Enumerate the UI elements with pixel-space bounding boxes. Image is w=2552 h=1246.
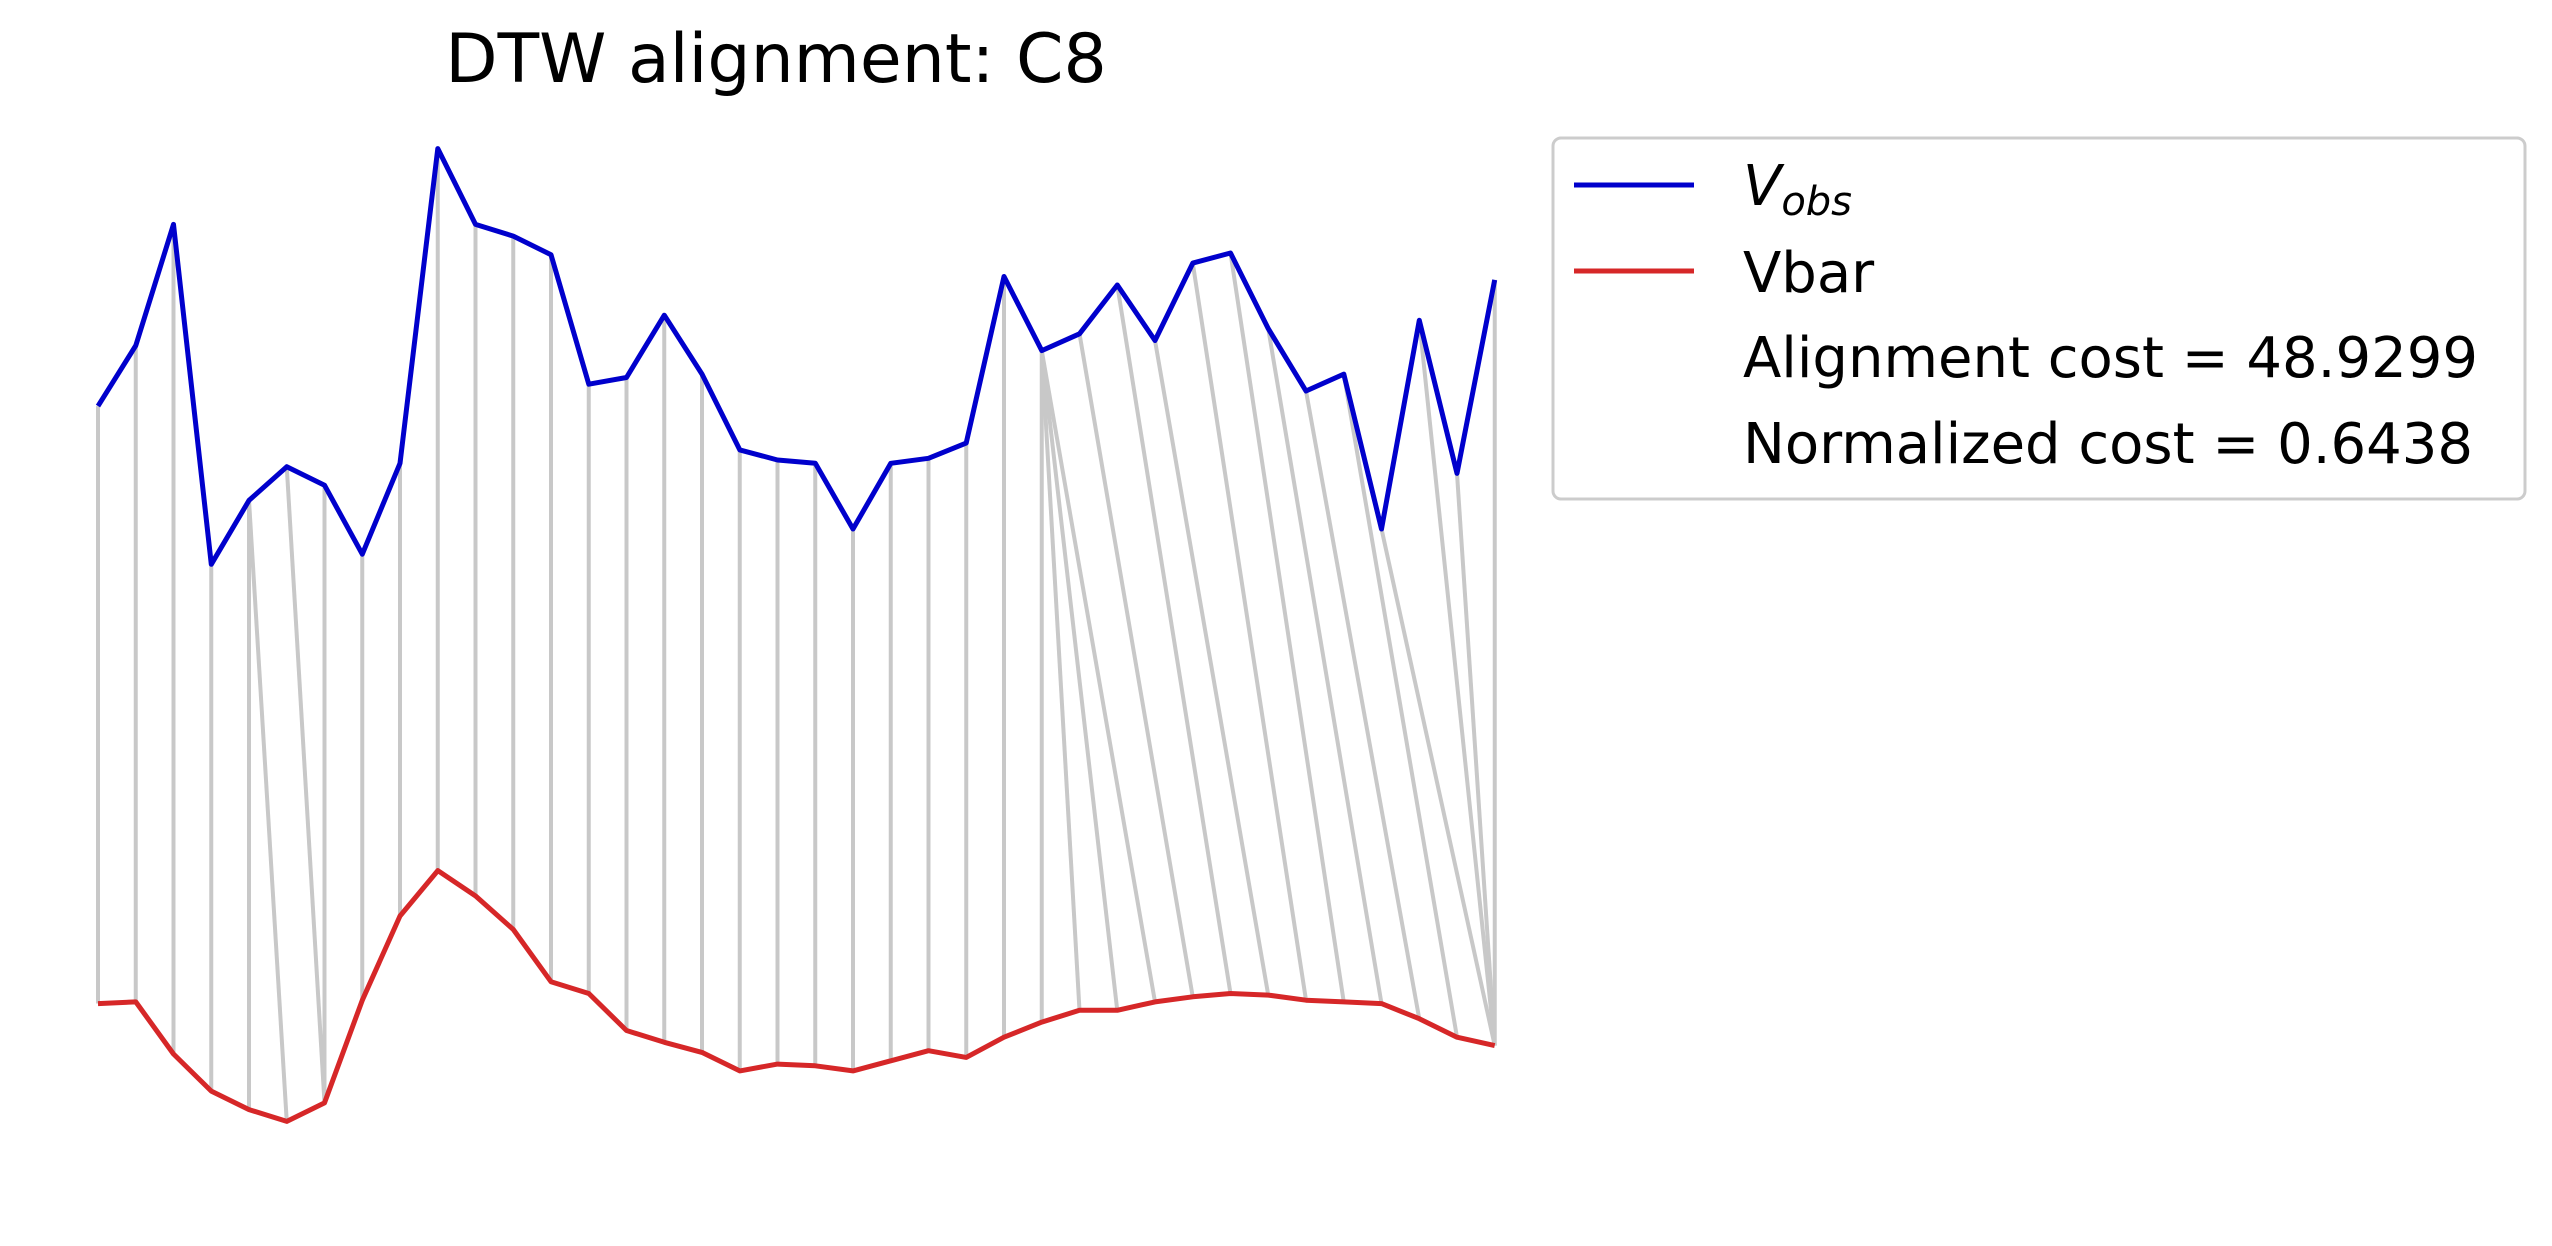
chart-title: DTW alignment: C8 [445, 20, 1107, 99]
series-line-vobs [95, 146, 1498, 567]
alignment-line-37 [1341, 373, 1459, 1038]
alignment-line-32 [1153, 340, 1271, 996]
legend-label-vbar: Vbar [1743, 241, 1875, 306]
alignment-line-27 [1039, 350, 1082, 1011]
alignment-line-28 [1039, 350, 1120, 1011]
alignment-line-6 [284, 466, 327, 1103]
series-lines [95, 146, 1498, 1124]
alignment-line-29 [1039, 350, 1157, 1003]
alignment-line-38 [1379, 528, 1497, 1047]
legend-label-vobs: Vobs [1743, 154, 1852, 225]
series-line-vbar [97, 868, 1496, 1124]
alignment-cost-label: Alignment cost = 48.9299 [1743, 326, 2478, 391]
alignment-line-31 [1115, 284, 1233, 994]
alignment-line-5 [247, 500, 289, 1122]
alignment-line-36 [1304, 390, 1422, 1020]
legend-frame [1551, 136, 2527, 501]
alignment-line-33 [1190, 262, 1308, 1001]
normalized-cost-label: Normalized cost = 0.6438 [1743, 412, 2473, 477]
alignment-line-39 [1417, 320, 1497, 1046]
alignment-lines [96, 148, 1497, 1122]
alignment-line-34 [1228, 252, 1346, 1003]
alignment-line-40 [1455, 473, 1497, 1046]
alignment-line-30 [1077, 333, 1195, 998]
alignment-line-35 [1266, 328, 1384, 1004]
legend: Vobs Vbar Alignment cost = 48.9299 Norma… [1551, 136, 2527, 501]
